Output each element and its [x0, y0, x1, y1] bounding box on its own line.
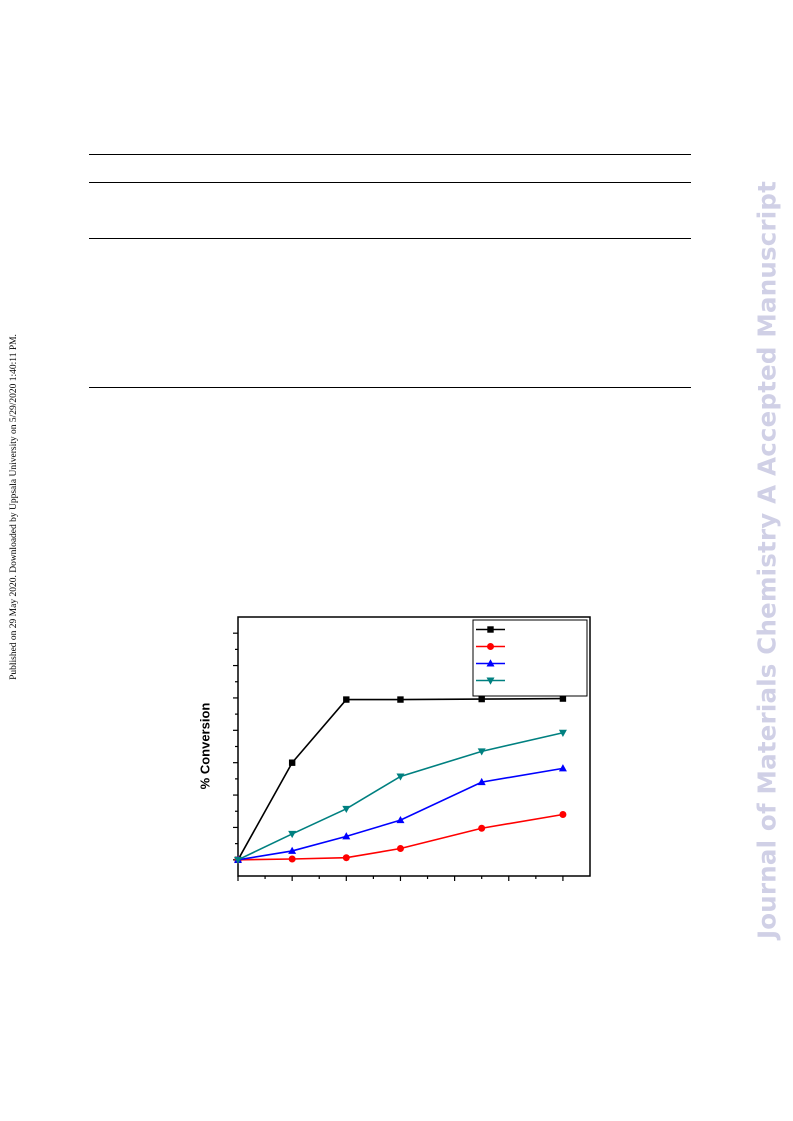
data-point: [396, 844, 404, 852]
data-point: [478, 695, 485, 703]
data-point: [342, 832, 351, 840]
series-4: [234, 729, 567, 865]
data-point: [397, 696, 404, 703]
chart-axes: [233, 616, 591, 881]
data-point: [396, 773, 405, 781]
data-point: [342, 805, 351, 814]
table-mid-rule: [89, 238, 691, 239]
data-point: [343, 696, 350, 703]
data-point: [477, 777, 486, 786]
table-header-rule: [89, 182, 691, 183]
series-4-line: [237, 731, 564, 861]
data-point: [559, 695, 567, 702]
data-point: [477, 748, 486, 756]
data-point: [288, 855, 296, 863]
table-top-rule: [89, 154, 691, 155]
y-axis-label: % Conversion: [197, 702, 213, 790]
legend-marker: [487, 626, 494, 633]
table-bottom-rule: [89, 387, 691, 388]
data-point: [396, 815, 405, 824]
series-2: [234, 810, 567, 864]
data-point: [558, 764, 567, 772]
data-point: [478, 824, 486, 832]
data-point: [234, 856, 242, 865]
series-3-line: [237, 767, 564, 861]
data-point: [559, 810, 567, 818]
series-2-line: [237, 813, 564, 861]
series-1-line: [237, 697, 563, 861]
data-point: [558, 729, 567, 737]
legend-marker: [487, 643, 494, 650]
data-point: [288, 759, 296, 766]
chart-series: [234, 695, 567, 865]
data-point: [288, 830, 297, 839]
legend-marker: [486, 677, 495, 685]
data-point: [342, 854, 350, 862]
chart-legend: [472, 619, 588, 697]
legend-marker: [486, 659, 495, 667]
data-point: [288, 846, 297, 854]
